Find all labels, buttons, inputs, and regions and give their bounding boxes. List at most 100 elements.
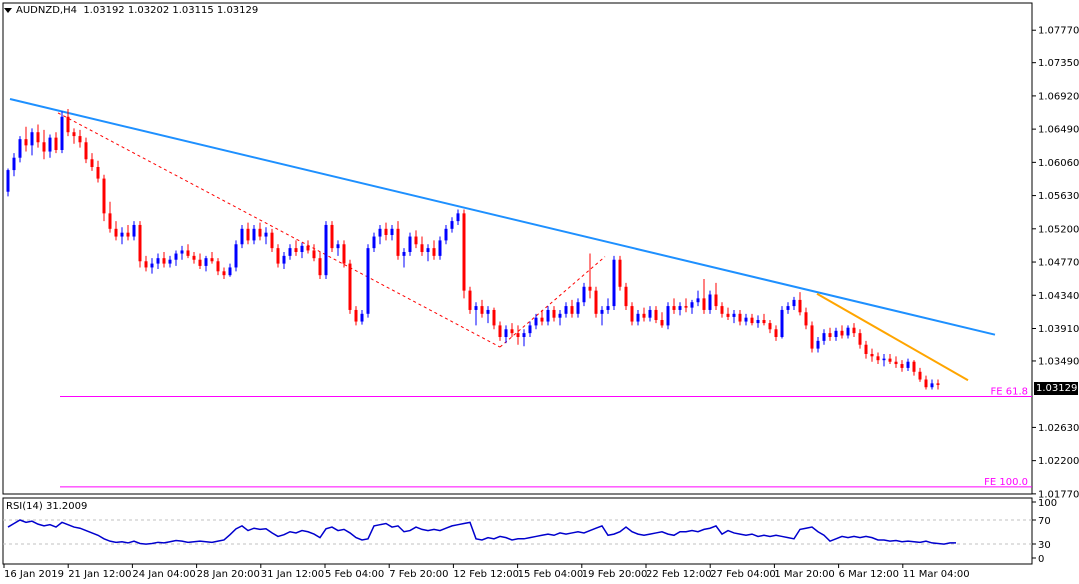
candle-body (636, 313, 640, 322)
candle (834, 327, 838, 341)
candle (126, 224, 130, 241)
main-chart-border (2, 2, 1033, 495)
candle-body (792, 299, 796, 307)
candle (342, 240, 346, 268)
candle-body (330, 224, 334, 249)
price-tick-label: 1.03910 (1038, 324, 1079, 335)
candlesticks (6, 109, 940, 390)
candle-body (468, 290, 472, 310)
candle (492, 307, 496, 330)
candle-body (858, 333, 862, 345)
trendlines (9, 98, 996, 382)
time-tick-label: 24 Jan 04:00 (132, 569, 195, 580)
fib-level-label: FE 61.8 (990, 387, 1028, 398)
zigzag-segment (57, 112, 501, 348)
candle-body (24, 139, 28, 146)
time-tick-label: 16 Jan 2019 (4, 569, 64, 580)
candle-body (258, 228, 262, 237)
candle (858, 329, 862, 349)
candle-body (240, 228, 244, 245)
candle-body (372, 236, 376, 249)
candle (294, 240, 298, 256)
candle (690, 299, 694, 314)
candle (318, 251, 322, 280)
zigzag-line (57, 112, 606, 348)
candle (804, 307, 808, 330)
candle (276, 244, 280, 268)
candle (156, 253, 160, 269)
candle (558, 309, 562, 326)
candle-body (180, 250, 184, 254)
candle (30, 128, 34, 156)
candle-body (462, 213, 466, 291)
candle-body (204, 258, 208, 266)
time-tick-label: 27 Feb 04:00 (710, 569, 776, 580)
candle (402, 248, 406, 268)
candle (486, 306, 490, 324)
candle-body (342, 244, 346, 264)
candle (300, 242, 304, 259)
candle (216, 258, 220, 276)
candle (600, 306, 604, 326)
candle-body (234, 244, 238, 268)
candle (642, 307, 646, 322)
candle-body (834, 330, 838, 337)
candle-body (126, 232, 130, 237)
candle (450, 217, 454, 233)
candle-body (684, 306, 688, 308)
candle-body (522, 333, 526, 337)
time-tick-label: 1 Mar 20:00 (774, 569, 834, 580)
time-tick-label: 6 Mar 12:00 (839, 569, 899, 580)
candle-body (276, 248, 280, 264)
candle-body (744, 317, 748, 322)
candle (186, 244, 190, 259)
rsi-panel-border (2, 497, 1033, 565)
candle-body (216, 261, 220, 272)
candle (180, 245, 184, 260)
candle (498, 321, 502, 341)
candle-body (588, 286, 592, 291)
price-tick-label: 1.06490 (1038, 125, 1079, 136)
candle (636, 309, 640, 326)
candle (264, 227, 268, 245)
candle-body (210, 258, 214, 262)
candle (384, 222, 388, 241)
candle (588, 253, 592, 299)
candle (468, 286, 472, 314)
price-tick-label: 1.01770 (1038, 489, 1079, 500)
candle (132, 221, 136, 241)
candle (810, 321, 814, 353)
candle-body (264, 232, 268, 237)
candle (420, 236, 424, 256)
candle (684, 298, 688, 313)
candle (354, 306, 358, 326)
candle (210, 251, 214, 264)
candle (444, 224, 448, 245)
candle (606, 298, 610, 314)
candle-body (534, 317, 538, 326)
candle (576, 298, 580, 318)
candle (102, 174, 106, 222)
candle-body (288, 248, 292, 256)
candle (222, 267, 226, 280)
candle-body (54, 137, 58, 150)
candle-body (408, 236, 412, 252)
chart-menu-arrow-icon[interactable] (4, 8, 12, 13)
candle (96, 160, 100, 183)
candle-body (516, 333, 520, 337)
candle-body (246, 228, 250, 241)
price-tick-label: 1.06920 (1038, 91, 1079, 102)
candle-body (558, 313, 562, 318)
candle (702, 279, 706, 314)
candle (900, 360, 904, 372)
candle (246, 222, 250, 245)
price-tick-label: 1.07350 (1038, 58, 1079, 69)
candle (828, 327, 832, 341)
candle (54, 132, 58, 154)
candle (204, 255, 208, 272)
candle-body (90, 159, 94, 167)
time-tick-label: 15 Feb 04:00 (518, 569, 584, 580)
candle (888, 353, 892, 365)
candle (906, 358, 910, 371)
time-tick-label: 21 Jan 12:00 (68, 569, 131, 580)
